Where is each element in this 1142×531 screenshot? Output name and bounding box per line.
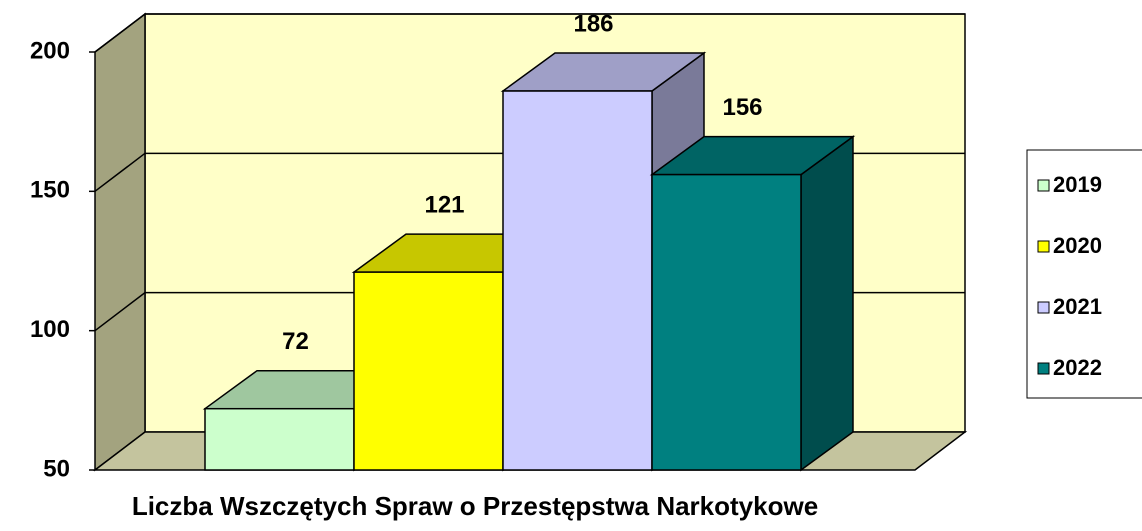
side-wall bbox=[94, 12, 146, 472]
grid-line bbox=[94, 13, 965, 53]
data-label: 72 bbox=[282, 328, 309, 355]
legend-swatch bbox=[1037, 179, 1050, 192]
legend-swatch bbox=[1037, 240, 1050, 253]
y-tick-label: 50 bbox=[43, 455, 70, 482]
bar-side bbox=[800, 135, 854, 472]
bar bbox=[502, 90, 653, 471]
y-tick-label: 150 bbox=[30, 177, 70, 204]
y-tick-label: 200 bbox=[30, 37, 70, 64]
legend-label: 2019 bbox=[1053, 172, 1102, 197]
legend-label: 2020 bbox=[1053, 233, 1102, 258]
bar bbox=[353, 271, 504, 471]
data-label: 121 bbox=[424, 191, 464, 218]
legend-swatch bbox=[1037, 301, 1050, 314]
legend-label: 2021 bbox=[1053, 294, 1102, 319]
legend-label: 2022 bbox=[1053, 355, 1102, 380]
data-label: 156 bbox=[722, 94, 762, 121]
legend-swatch bbox=[1037, 362, 1050, 375]
y-tick-label: 100 bbox=[30, 316, 70, 343]
bar bbox=[651, 173, 802, 471]
bar bbox=[204, 407, 355, 471]
x-axis-title: Liczba Wszczętych Spraw o Przestępstwa N… bbox=[132, 491, 818, 521]
data-label: 186 bbox=[573, 10, 613, 37]
